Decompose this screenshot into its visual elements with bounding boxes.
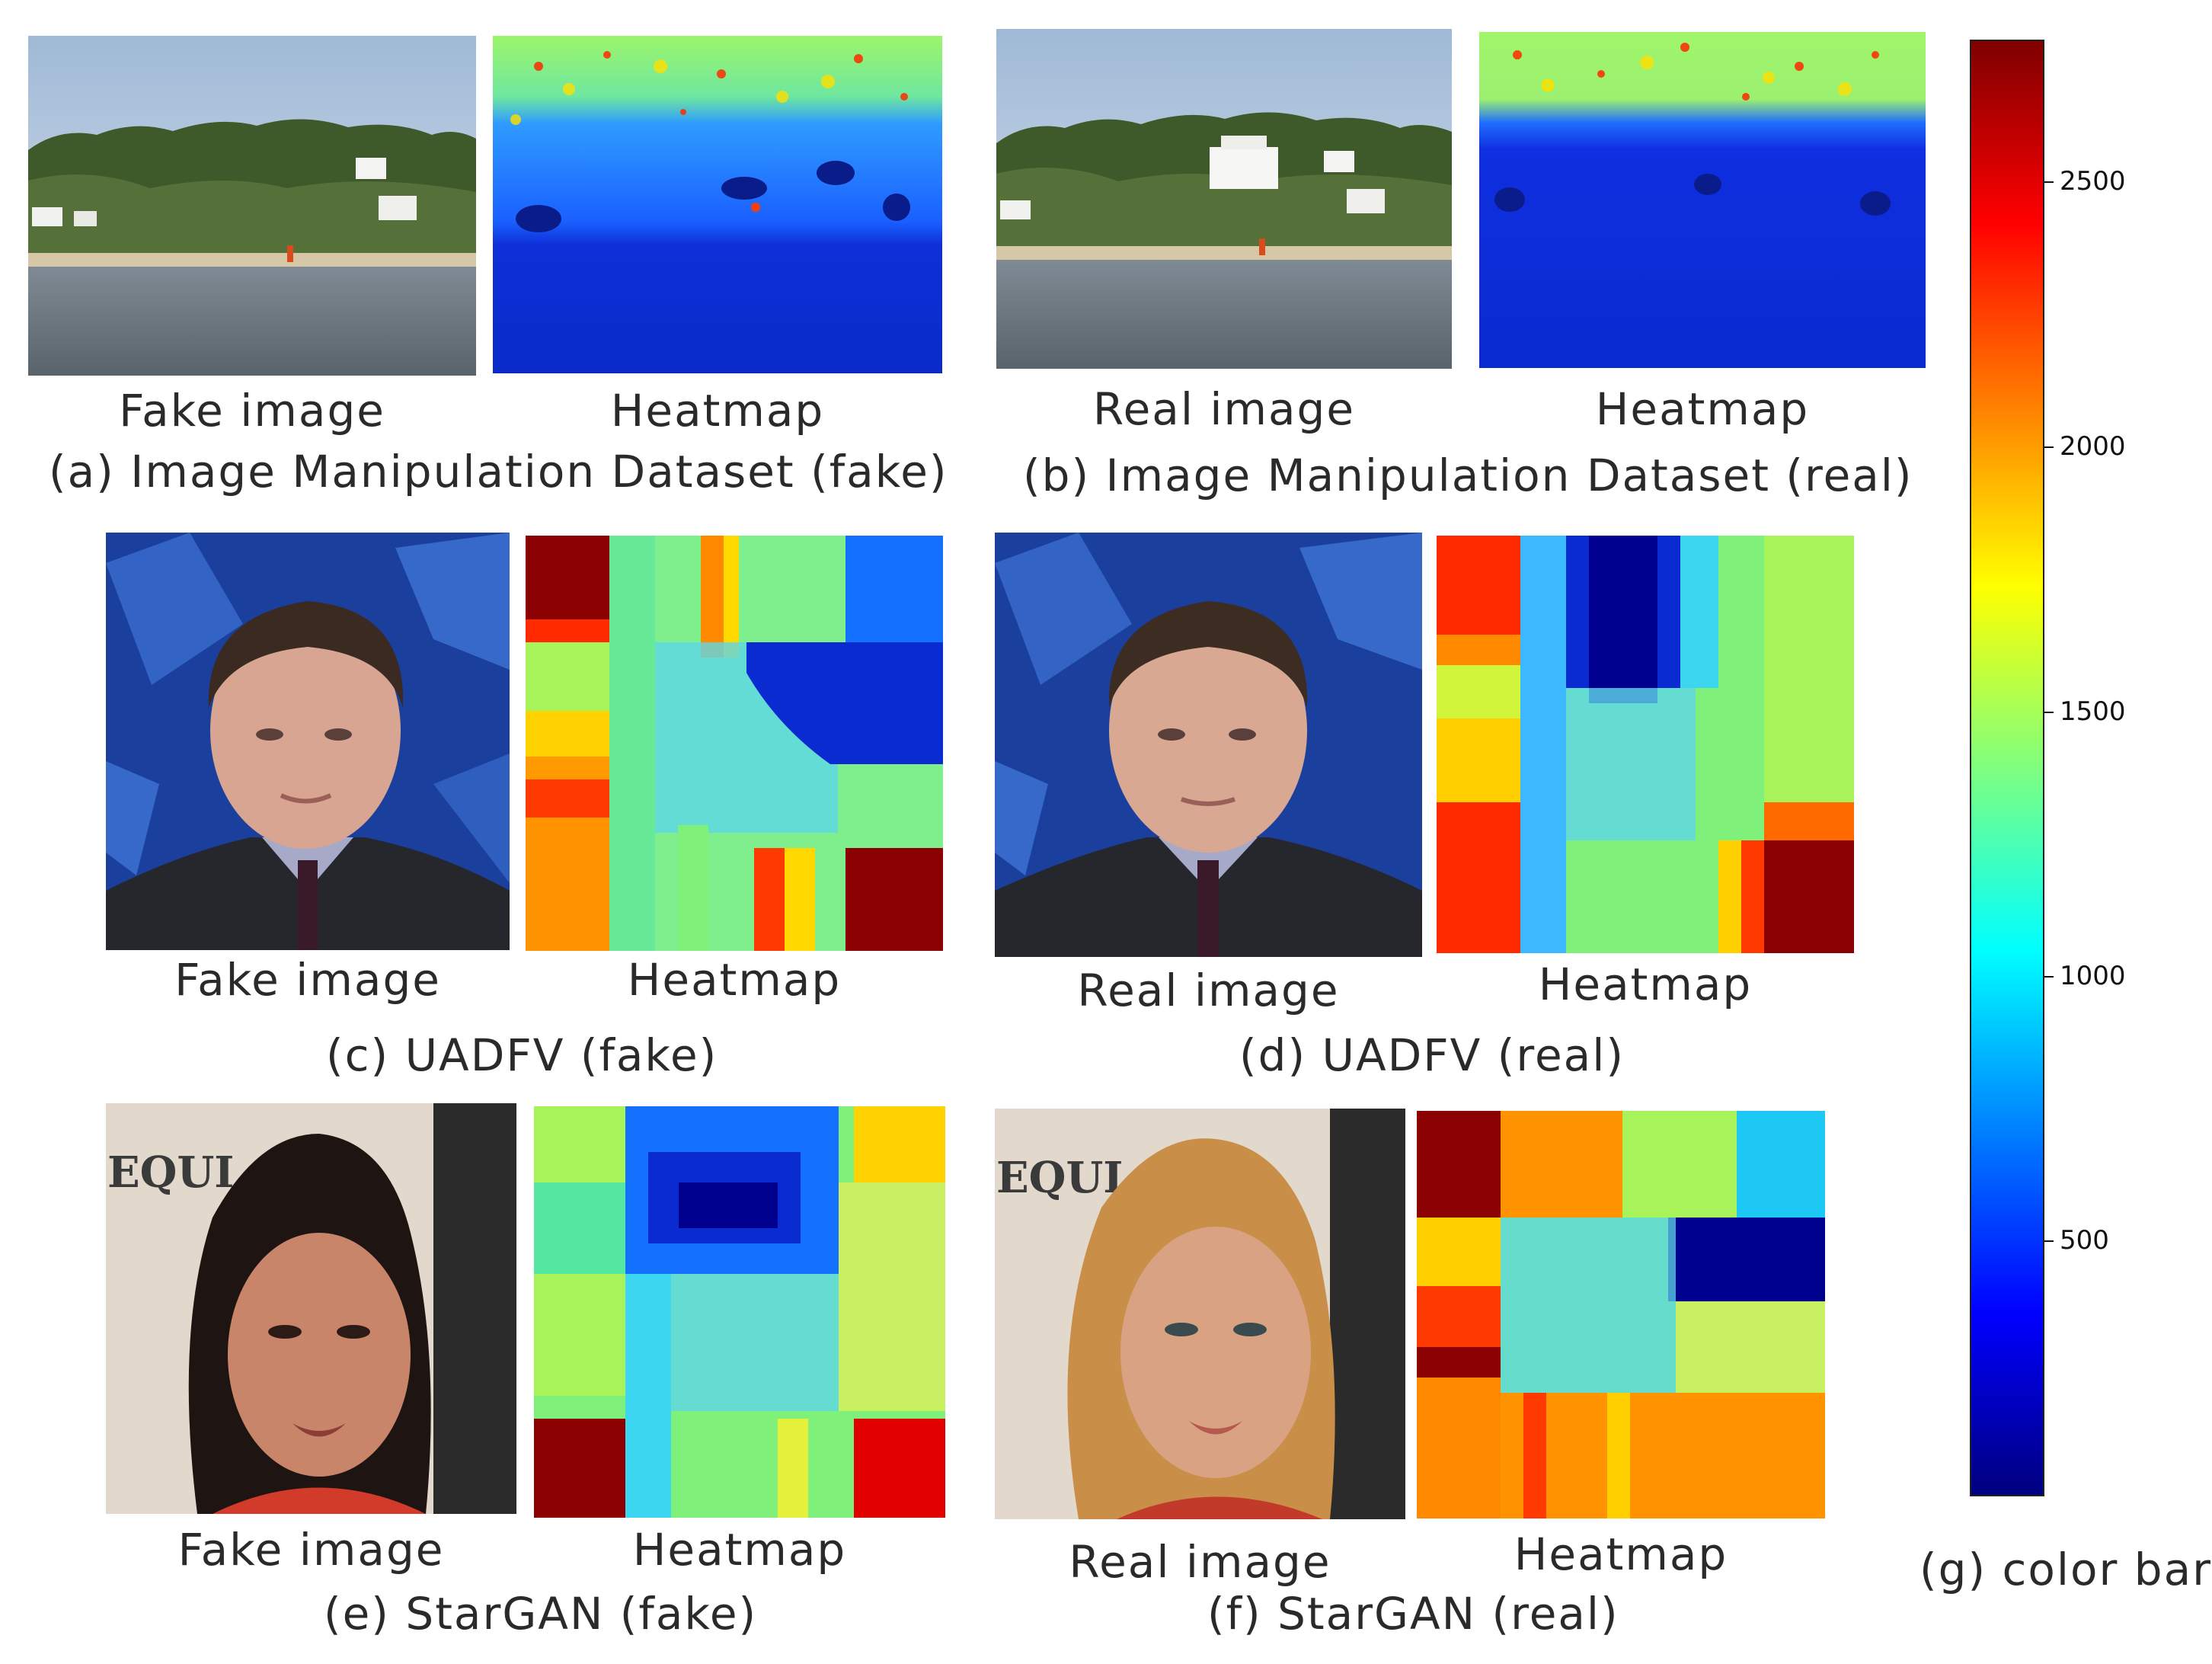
caption-c: (c) UADFV (fake) — [326, 1029, 718, 1081]
caption-e: (e) StarGAN (fake) — [324, 1588, 758, 1640]
label-real-image-f: Real image — [1069, 1536, 1331, 1588]
colorbar-tick-mark — [2044, 446, 2054, 448]
colorbar-tick-mark — [2044, 712, 2054, 713]
colorbar-tick-label: 2500 — [2060, 166, 2126, 197]
label-fake-image-e: Fake image — [177, 1524, 445, 1576]
photo-f-real-face: EQUI — [995, 1109, 1405, 1519]
svg-text:EQUI: EQUI — [107, 1147, 235, 1198]
label-heatmap-c: Heatmap — [627, 954, 842, 1006]
colorbar-tick-mark — [2044, 1240, 2054, 1242]
heatmap-f-real — [1417, 1111, 1825, 1518]
svg-text:EQUI: EQUI — [996, 1153, 1124, 1203]
photo-d-real-face — [995, 533, 1422, 957]
caption-f: (f) StarGAN (real) — [1207, 1588, 1619, 1640]
caption-g: (g) color bar — [1920, 1544, 2212, 1595]
label-heatmap-a: Heatmap — [610, 385, 825, 437]
colorbar-tick-mark — [2044, 976, 2054, 978]
photo-b-real-landscape — [996, 29, 1452, 369]
heatmap-e-fake — [534, 1106, 945, 1518]
heatmap-a-fake — [493, 36, 942, 373]
heatmap-d-real — [1437, 536, 1854, 953]
label-heatmap-f: Heatmap — [1514, 1528, 1728, 1580]
colorbar-tick-mark — [2044, 181, 2054, 183]
photo-a-fake-landscape — [28, 36, 476, 376]
colorbar — [1970, 40, 2044, 1496]
colorbar-tick-label: 1000 — [2060, 961, 2126, 991]
caption-d: (d) UADFV (real) — [1239, 1029, 1625, 1081]
photo-e-fake-face: EQUI — [106, 1103, 516, 1514]
photo-c-fake-face — [106, 533, 510, 950]
colorbar-tick-label: 1500 — [2060, 696, 2126, 727]
label-real-image-d: Real image — [1077, 965, 1340, 1016]
label-fake-image-c: Fake image — [174, 954, 441, 1006]
caption-a: (a) Image Manipulation Dataset (fake) — [49, 446, 948, 498]
colorbar-tick-label: 500 — [2060, 1225, 2109, 1256]
label-fake-image-a: Fake image — [119, 385, 385, 437]
colorbar-tick-label: 2000 — [2060, 431, 2126, 462]
label-real-image-b: Real image — [1092, 383, 1356, 435]
caption-b: (b) Image Manipulation Dataset (real) — [1023, 450, 1913, 501]
heatmap-b-real — [1479, 32, 1926, 368]
label-heatmap-e: Heatmap — [632, 1524, 847, 1576]
heatmap-c-fake — [526, 536, 943, 951]
label-heatmap-d: Heatmap — [1538, 958, 1753, 1010]
label-heatmap-b: Heatmap — [1595, 383, 1810, 435]
